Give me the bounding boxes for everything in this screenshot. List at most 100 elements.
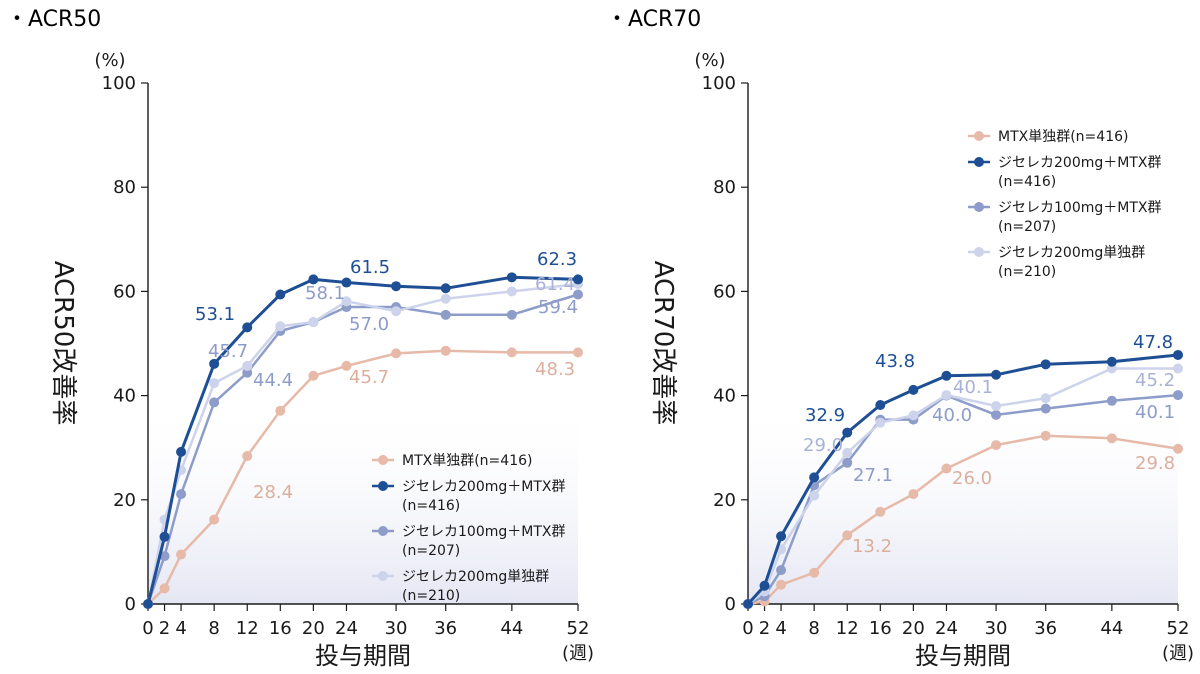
y-tick-label: 60	[713, 281, 736, 302]
x-tick-label: 36	[434, 618, 457, 639]
legend-swatch-marker	[378, 526, 388, 536]
data-point	[842, 427, 853, 438]
data-point	[1173, 349, 1183, 360]
data-point	[776, 565, 787, 576]
data-label: 40.1	[1135, 402, 1175, 423]
y-tick-label: 40	[713, 386, 736, 407]
data-point	[842, 457, 853, 468]
data-point	[842, 530, 853, 541]
data-point	[573, 289, 583, 300]
series-line	[747, 367, 1178, 605]
data-point	[506, 347, 517, 358]
x-tick-label: 12	[236, 618, 259, 639]
data-point	[759, 580, 770, 591]
data-point	[875, 399, 886, 410]
data-point	[506, 272, 517, 283]
y-tick-label: 60	[113, 281, 136, 302]
legend-label: (n=207)	[402, 543, 460, 559]
data-point	[908, 410, 919, 421]
data-point	[209, 514, 220, 525]
data-label: 62.3	[537, 249, 577, 270]
data-point	[242, 360, 253, 371]
x-axis-title: 投与期間	[915, 642, 1011, 670]
data-point	[1173, 363, 1183, 374]
y-tick-label: 100	[102, 73, 136, 94]
data-label: 61.4	[535, 274, 575, 295]
y-unit-label: (%)	[94, 50, 125, 71]
data-point	[991, 401, 1002, 412]
plot-background	[748, 395, 1178, 604]
x-tick-label: 0	[142, 618, 153, 639]
x-tick-label: 8	[808, 618, 819, 639]
data-point	[275, 289, 286, 300]
data-point	[176, 549, 187, 560]
data-point	[573, 274, 583, 285]
data-point	[573, 347, 583, 358]
data-point	[341, 360, 352, 371]
data-point	[440, 345, 451, 356]
data-label: 44.4	[253, 370, 293, 391]
x-tick-label: 24	[335, 618, 358, 639]
data-point	[341, 296, 352, 307]
legend-label: ジセレカ100mg＋MTX群	[998, 200, 1161, 216]
y-tick-label: 0	[125, 594, 136, 615]
data-point	[159, 531, 170, 542]
data-point	[242, 451, 253, 462]
data-point	[1173, 443, 1183, 454]
series-line	[146, 293, 579, 605]
x-tick-label: 36	[1034, 618, 1057, 639]
chart-title: ・ACR50	[6, 7, 101, 32]
legend-label: (n=416)	[998, 174, 1056, 190]
x-tick-label: 52	[1167, 618, 1190, 639]
data-label: 45.7	[349, 367, 389, 388]
data-point	[1106, 356, 1117, 367]
y-unit-label: (%)	[694, 50, 725, 71]
series-4	[143, 272, 583, 609]
data-point	[941, 370, 952, 381]
y-tick-label: 80	[113, 177, 136, 198]
x-axis-title: 投与期間	[315, 642, 411, 670]
data-point	[176, 446, 187, 457]
series-line	[146, 282, 579, 605]
legend-label: ジセレカ200mg単独群	[402, 569, 549, 585]
legend-swatch-marker	[378, 481, 388, 491]
legend-label: (n=207)	[998, 219, 1056, 235]
x-tick-label: 8	[208, 618, 219, 639]
x-tick-label: 20	[302, 618, 325, 639]
data-point	[440, 293, 451, 304]
data-label: 59.4	[538, 297, 578, 318]
y-tick-label: 80	[713, 177, 736, 198]
data-point	[1040, 359, 1051, 370]
data-label: 47.8	[1133, 332, 1173, 353]
legend-label: ジセレカ200mg単独群	[998, 245, 1145, 261]
data-point	[875, 417, 886, 428]
series-line	[146, 275, 579, 605]
y-axis-title: ACR50改善率	[48, 261, 78, 426]
data-point	[440, 283, 451, 294]
data-point	[991, 409, 1002, 420]
legend-swatch-marker	[378, 571, 388, 581]
data-label: 29.0	[803, 435, 843, 456]
data-point	[776, 531, 787, 542]
data-label: 53.1	[195, 304, 235, 325]
data-label: 26.0	[952, 468, 992, 489]
legend-swatch-marker	[974, 131, 984, 141]
data-point	[991, 440, 1002, 451]
data-point	[209, 397, 220, 408]
y-tick-label: 20	[713, 490, 736, 511]
data-point	[991, 369, 1002, 380]
series-line	[746, 353, 1179, 606]
data-point	[159, 583, 170, 594]
data-point	[1040, 430, 1051, 441]
data-point	[159, 551, 170, 562]
legend-label: (n=210)	[998, 264, 1056, 280]
data-label: 29.8	[1135, 453, 1175, 474]
x-tick-label: 30	[985, 618, 1008, 639]
legend-label: (n=416)	[402, 498, 460, 514]
data-label: 13.2	[852, 536, 892, 557]
x-tick-label: 12	[836, 618, 859, 639]
data-label: 40.1	[953, 377, 993, 398]
legend-label: (n=210)	[402, 588, 460, 604]
